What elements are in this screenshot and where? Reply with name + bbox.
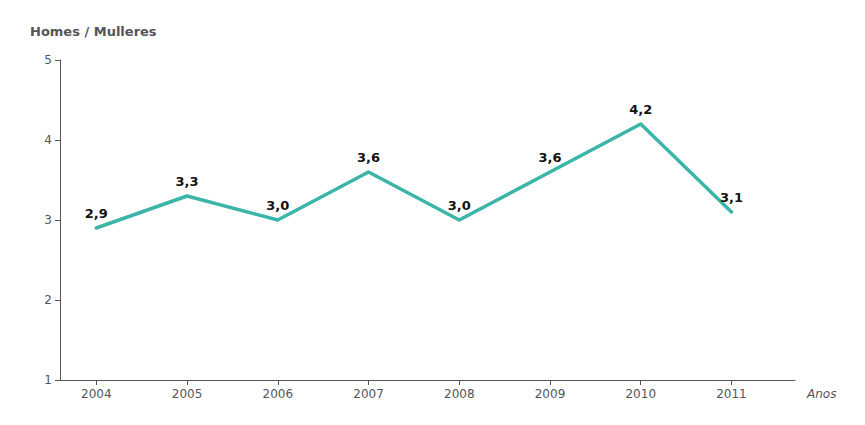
svg-text:3,0: 3,0 — [266, 198, 289, 213]
svg-text:5: 5 — [44, 53, 52, 67]
svg-text:3,6: 3,6 — [538, 150, 561, 165]
svg-text:3: 3 — [44, 213, 52, 227]
svg-text:2010: 2010 — [625, 387, 656, 401]
svg-text:2004: 2004 — [81, 387, 112, 401]
svg-text:Homes / Mulleres: Homes / Mulleres — [30, 24, 157, 39]
svg-text:3,3: 3,3 — [176, 174, 199, 189]
svg-text:Anos: Anos — [806, 387, 836, 401]
svg-text:3,0: 3,0 — [448, 198, 471, 213]
svg-text:1: 1 — [44, 373, 52, 387]
svg-text:2,9: 2,9 — [85, 206, 108, 221]
svg-text:2007: 2007 — [353, 387, 384, 401]
svg-text:2006: 2006 — [263, 387, 294, 401]
svg-text:2008: 2008 — [444, 387, 475, 401]
svg-text:4: 4 — [44, 133, 52, 147]
svg-text:4,2: 4,2 — [629, 102, 652, 117]
svg-text:3,6: 3,6 — [357, 150, 380, 165]
svg-text:3,1: 3,1 — [720, 190, 743, 205]
svg-text:2005: 2005 — [172, 387, 203, 401]
svg-text:2009: 2009 — [535, 387, 566, 401]
svg-text:2011: 2011 — [716, 387, 747, 401]
svg-text:2: 2 — [44, 293, 52, 307]
